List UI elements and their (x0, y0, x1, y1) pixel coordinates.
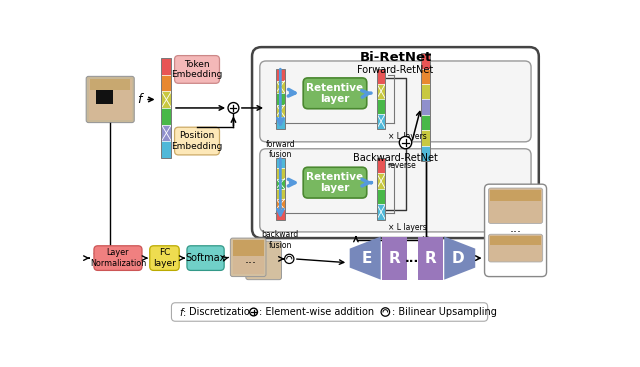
Text: forward
fusion: forward fusion (266, 139, 295, 159)
Bar (276, 93, 285, 105)
Text: × L layers: × L layers (388, 132, 428, 141)
Bar (377, 84, 385, 99)
Bar (161, 141, 172, 158)
Text: : Bilinear Upsampling: : Bilinear Upsampling (392, 307, 497, 317)
Bar (421, 146, 430, 161)
FancyBboxPatch shape (86, 76, 134, 123)
Text: E: E (362, 251, 372, 266)
Bar (276, 117, 285, 129)
Text: Token
Embedding: Token Embedding (172, 60, 223, 79)
Bar (421, 84, 430, 99)
Bar (377, 99, 385, 114)
Bar (276, 158, 285, 168)
FancyBboxPatch shape (484, 184, 547, 277)
FancyBboxPatch shape (172, 303, 488, 321)
Circle shape (285, 254, 294, 264)
Bar (161, 91, 172, 108)
Bar (377, 158, 385, 219)
FancyBboxPatch shape (150, 246, 179, 270)
Bar (421, 99, 430, 115)
Bar (377, 69, 385, 84)
Bar (90, 79, 131, 90)
FancyBboxPatch shape (175, 55, 220, 83)
Bar (161, 108, 172, 125)
Bar (421, 53, 430, 161)
Bar (490, 190, 541, 201)
FancyBboxPatch shape (94, 246, 142, 270)
Bar (421, 69, 430, 84)
Text: Backward-RetNet: Backward-RetNet (353, 153, 438, 163)
Text: × L layers: × L layers (388, 223, 428, 232)
Bar (276, 69, 285, 129)
Text: Discretization: Discretization (189, 307, 255, 317)
Text: backward
fusion: backward fusion (262, 230, 299, 250)
FancyBboxPatch shape (303, 167, 367, 198)
Polygon shape (349, 237, 381, 280)
Bar (161, 58, 172, 75)
Text: Retentive
layer: Retentive layer (307, 172, 364, 193)
Bar (421, 115, 430, 130)
FancyBboxPatch shape (252, 47, 539, 238)
Text: Position
Embedding: Position Embedding (172, 131, 223, 151)
Circle shape (399, 137, 412, 149)
Text: ...: ... (404, 252, 419, 265)
Circle shape (381, 308, 390, 316)
Bar (276, 168, 285, 178)
Polygon shape (418, 237, 443, 280)
Text: Layer
Normalization: Layer Normalization (90, 248, 146, 268)
Text: Bi-RetNet: Bi-RetNet (359, 51, 431, 64)
Text: $f$: $f$ (138, 92, 145, 106)
Polygon shape (382, 237, 407, 280)
Text: FC
layer: FC layer (153, 248, 176, 268)
Bar (276, 105, 285, 117)
Text: ...: ... (244, 253, 257, 266)
Text: Softmax: Softmax (186, 253, 226, 263)
Bar (421, 130, 430, 146)
Bar (377, 158, 385, 173)
Bar (276, 178, 285, 189)
Text: R: R (424, 251, 436, 266)
Bar (95, 90, 113, 104)
Bar (276, 209, 285, 219)
FancyBboxPatch shape (260, 149, 531, 232)
Bar (377, 189, 385, 204)
Circle shape (228, 102, 239, 113)
Bar (161, 125, 172, 141)
Text: Forward-RetNet: Forward-RetNet (357, 65, 433, 75)
Bar (161, 75, 172, 91)
FancyBboxPatch shape (175, 127, 220, 155)
FancyBboxPatch shape (230, 238, 266, 277)
Bar (276, 81, 285, 93)
FancyBboxPatch shape (303, 78, 367, 109)
Text: $f$:: $f$: (179, 306, 187, 318)
Polygon shape (444, 237, 476, 280)
FancyBboxPatch shape (488, 188, 543, 224)
Bar (88, 79, 132, 120)
Text: Retentive
layer: Retentive layer (307, 83, 364, 104)
Circle shape (250, 308, 257, 316)
Bar (377, 204, 385, 219)
Text: reverse: reverse (388, 161, 417, 170)
Text: R: R (388, 251, 401, 266)
Bar (421, 53, 430, 69)
Bar (377, 173, 385, 189)
FancyBboxPatch shape (246, 241, 282, 280)
FancyBboxPatch shape (187, 246, 224, 270)
Bar (490, 236, 541, 245)
Bar (233, 240, 264, 256)
Text: ...: ... (509, 222, 522, 235)
Bar (161, 58, 172, 158)
Bar (233, 240, 264, 274)
Bar (276, 189, 285, 199)
Bar (276, 69, 285, 81)
Bar (377, 114, 385, 129)
Bar (377, 69, 385, 129)
Text: D: D (452, 251, 465, 266)
Text: : Element-wise addition: : Element-wise addition (259, 307, 374, 317)
Bar (276, 158, 285, 219)
Bar (276, 199, 285, 209)
FancyBboxPatch shape (260, 61, 531, 142)
FancyBboxPatch shape (488, 234, 543, 262)
